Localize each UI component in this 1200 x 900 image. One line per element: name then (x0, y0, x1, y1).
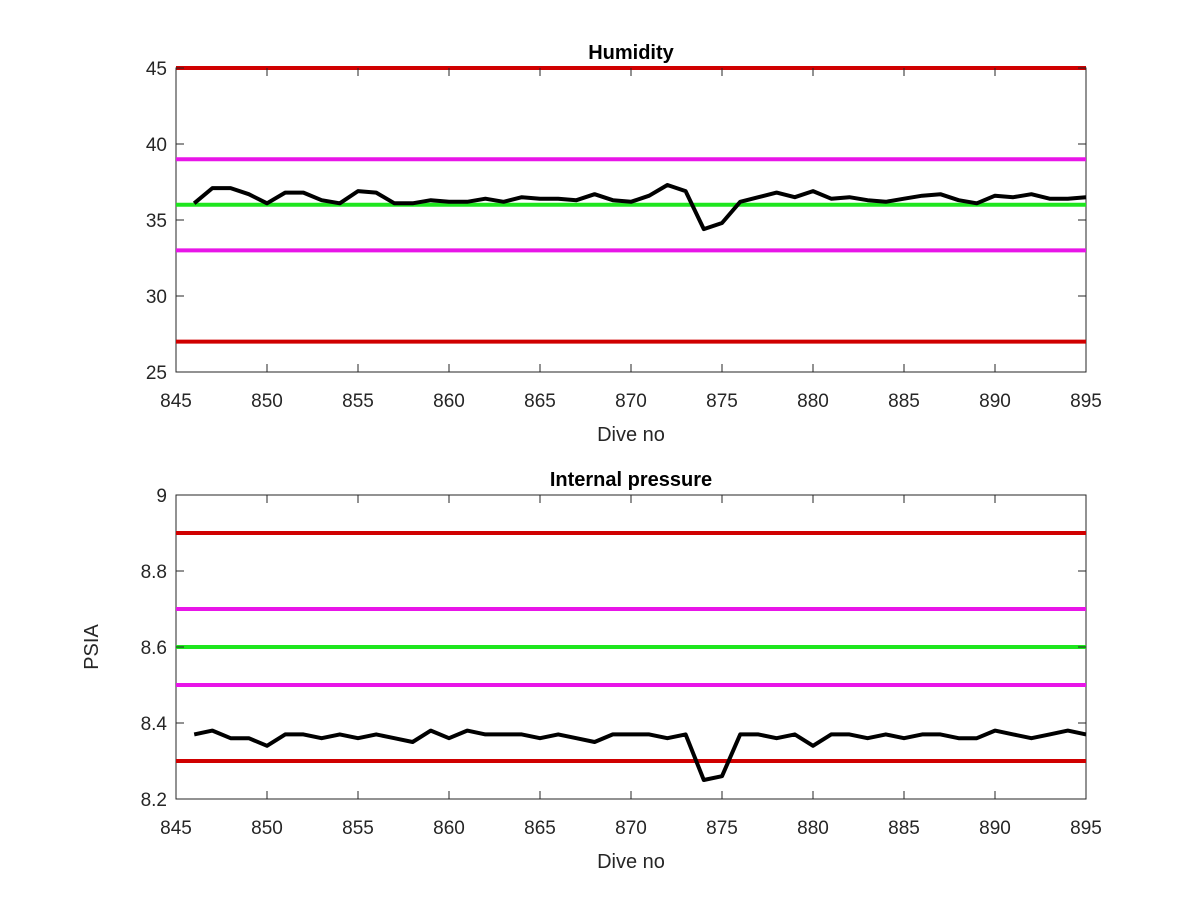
x-tick-label: 845 (160, 818, 192, 839)
y-tick-label: 25 (146, 363, 167, 384)
x-tick-label: 875 (706, 818, 738, 839)
y-axis-label: PSIA (81, 624, 103, 670)
plot-area (175, 67, 1087, 373)
x-tick-label: 895 (1070, 391, 1102, 412)
x-tick-label: 875 (706, 391, 738, 412)
subplot-2: 845 850 855 860 865 870 875 880 885 890 895 8.2 8.4 8… (81, 469, 1102, 873)
x-tick-label: 845 (160, 391, 192, 412)
y-tick-label: 8.6 (141, 638, 167, 659)
x-axis-label: Dive no (597, 424, 665, 446)
y-tick-label: 8.2 (141, 790, 167, 811)
x-tick-label: 855 (342, 818, 374, 839)
x-tick-label: 860 (433, 818, 465, 839)
subplot-1: 845 850 855 860 865 870 875 880 885 890 895 25 30 35 4… (146, 42, 1102, 446)
y-tick-label: 9 (156, 486, 167, 507)
chart-title: Internal pressure (550, 469, 712, 491)
x-tick-label: 865 (524, 391, 556, 412)
series-line (193, 728, 1087, 782)
x-tick-label: 850 (251, 391, 283, 412)
y-tick-label: 8.4 (141, 714, 168, 735)
y-tick-label: 45 (146, 59, 167, 80)
x-axis-label: Dive no (597, 851, 665, 873)
chart-title: Humidity (588, 42, 674, 64)
x-tick-label: 880 (797, 818, 829, 839)
x-tick-label: 865 (524, 818, 556, 839)
y-tick-label: 35 (146, 211, 167, 232)
x-tick-label: 885 (888, 818, 920, 839)
x-tick-label: 885 (888, 391, 920, 412)
x-tick-label: 890 (979, 818, 1011, 839)
x-tick-label: 860 (433, 391, 465, 412)
x-tick-label: 895 (1070, 818, 1102, 839)
y-tick-label: 8.8 (141, 562, 167, 583)
y-tick-label: 30 (146, 287, 167, 308)
x-tick-label: 870 (615, 391, 647, 412)
x-tick-label: 890 (979, 391, 1011, 412)
series-line (192, 183, 1087, 232)
x-tick-label: 870 (615, 818, 647, 839)
x-tick-label: 855 (342, 391, 374, 412)
x-tick-label: 850 (251, 818, 283, 839)
x-tick-label: 880 (797, 391, 829, 412)
y-tick-label: 40 (146, 135, 167, 156)
